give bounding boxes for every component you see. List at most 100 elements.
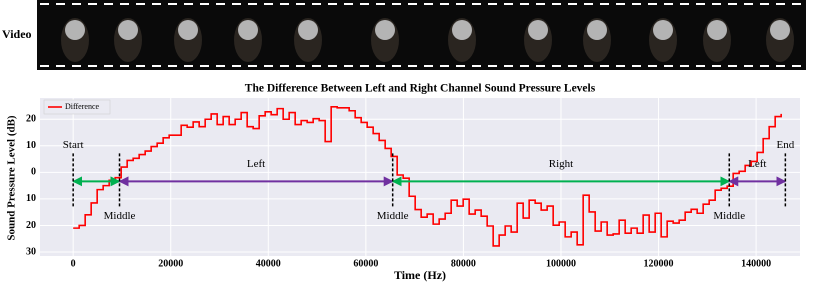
film-hole xyxy=(744,3,753,5)
film-hole xyxy=(56,65,65,67)
x-tick-label: 20000 xyxy=(158,258,183,269)
film-hole xyxy=(88,65,97,67)
film-hole xyxy=(344,65,353,67)
film-hole xyxy=(360,65,369,67)
film-hole xyxy=(776,3,785,5)
film-hole xyxy=(712,65,721,67)
video-label: Video xyxy=(2,27,32,41)
film-hole xyxy=(760,65,769,67)
face-blur xyxy=(178,20,198,40)
film-hole xyxy=(584,3,593,5)
filmstrip xyxy=(37,0,806,70)
film-hole xyxy=(728,3,737,5)
y-tick-label: 20 xyxy=(26,114,36,125)
film-hole xyxy=(104,3,113,5)
film-hole xyxy=(696,65,705,67)
film-hole xyxy=(776,65,785,67)
film-hole xyxy=(184,65,193,67)
x-axis-label: Time (Hz) xyxy=(394,268,446,282)
face-blur xyxy=(375,20,395,40)
film-hole xyxy=(664,65,673,67)
film-hole xyxy=(552,65,561,67)
film-hole xyxy=(72,3,81,5)
film-hole xyxy=(296,65,305,67)
film-hole xyxy=(216,3,225,5)
face-blur xyxy=(452,20,472,40)
x-tick-label: 0 xyxy=(71,258,76,269)
film-hole xyxy=(232,65,241,67)
film-hole xyxy=(88,3,97,5)
data-line xyxy=(73,105,782,247)
film-hole xyxy=(696,3,705,5)
film-hole xyxy=(264,3,273,5)
film-hole xyxy=(728,65,737,67)
film-hole xyxy=(184,3,193,5)
film-hole xyxy=(424,3,433,5)
film-hole xyxy=(424,65,433,67)
film-hole xyxy=(472,65,481,67)
film-hole xyxy=(312,65,321,67)
film-hole xyxy=(600,65,609,67)
film-hole xyxy=(280,65,289,67)
film-hole xyxy=(760,3,769,5)
face-blur xyxy=(118,20,138,40)
film-hole xyxy=(488,3,497,5)
film-hole xyxy=(712,3,721,5)
film-hole xyxy=(328,3,337,5)
film-hole xyxy=(632,3,641,5)
film-hole xyxy=(232,3,241,5)
film-hole xyxy=(616,65,625,67)
face-blur xyxy=(653,20,673,40)
film-hole xyxy=(392,3,401,5)
film-hole xyxy=(136,65,145,67)
y-axis-label: Sound Pressure Level (dB) xyxy=(6,115,18,241)
film-hole xyxy=(344,3,353,5)
film-hole xyxy=(248,3,257,5)
region-label: Right xyxy=(549,158,573,170)
x-tick-label: 40000 xyxy=(256,258,281,269)
film-hole xyxy=(584,65,593,67)
film-hole xyxy=(216,65,225,67)
film-hole xyxy=(568,65,577,67)
x-tick-label: 80000 xyxy=(451,258,476,269)
film-hole xyxy=(600,3,609,5)
film-hole xyxy=(312,3,321,5)
film-hole xyxy=(536,3,545,5)
face-blur xyxy=(298,20,318,40)
film-hole xyxy=(408,3,417,5)
film-hole xyxy=(664,3,673,5)
boundary-label: Middle xyxy=(713,210,745,222)
face-blur xyxy=(770,20,790,40)
film-hole xyxy=(456,3,465,5)
y-tick-label: 20 xyxy=(26,220,36,231)
plot-area xyxy=(40,98,800,256)
face-blur xyxy=(587,20,607,40)
y-tick-label: 30 xyxy=(26,246,36,257)
film-hole xyxy=(680,65,689,67)
film-hole xyxy=(648,3,657,5)
film-hole xyxy=(792,65,801,67)
y-tick-label: 10 xyxy=(26,193,36,204)
film-hole xyxy=(392,65,401,67)
film-hole xyxy=(536,65,545,67)
film-hole xyxy=(168,65,177,67)
film-hole xyxy=(744,65,753,67)
film-hole xyxy=(152,3,161,5)
boundary-label: Middle xyxy=(377,210,409,222)
film-hole xyxy=(120,65,129,67)
x-tick-label: 140000 xyxy=(741,258,771,269)
film-hole xyxy=(104,65,113,67)
film-hole xyxy=(520,65,529,67)
film-hole xyxy=(168,3,177,5)
face-blur xyxy=(528,20,548,40)
y-tick-label: 0 xyxy=(31,167,36,178)
film-hole xyxy=(56,3,65,5)
legend-box xyxy=(43,99,111,115)
film-hole xyxy=(456,65,465,67)
x-tick-label: 120000 xyxy=(644,258,674,269)
region-label: Left xyxy=(748,158,766,170)
film-hole xyxy=(248,65,257,67)
film-hole xyxy=(632,65,641,67)
y-tick-label: 10 xyxy=(26,140,36,151)
